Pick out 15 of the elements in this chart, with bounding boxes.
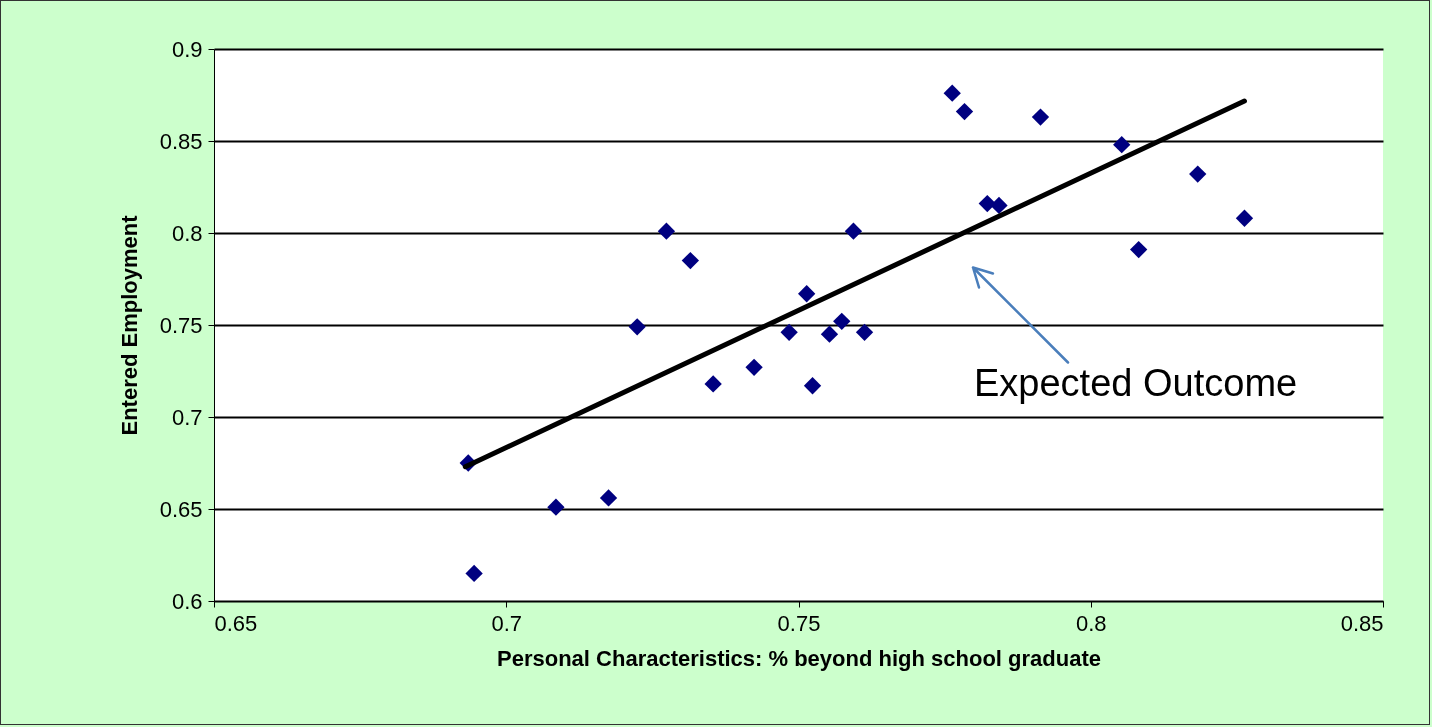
x-tick-label: 0.65 xyxy=(214,610,258,636)
y-tick-label: 0.6 xyxy=(171,588,203,614)
x-tick-label: 0.8 xyxy=(1075,610,1107,636)
annotation: Expected Outcome xyxy=(974,362,1298,404)
y-tick-label: 0.85 xyxy=(159,128,203,154)
x-tick-label: 0.75 xyxy=(777,610,821,636)
y-tick-label: 0.65 xyxy=(159,496,203,522)
y-tick-label: 0.9 xyxy=(171,36,203,62)
x-tick-label: 0.7 xyxy=(491,610,523,636)
y-tick-label: 0.7 xyxy=(171,404,203,430)
y-tick-label: 0.75 xyxy=(159,312,203,338)
y-tick-label: 0.8 xyxy=(171,220,203,246)
x-axis-title: Personal Characteristics: % beyond high school graduate xyxy=(497,645,1101,671)
y-axis-title: Entered Employment xyxy=(116,214,142,436)
x-tick-label: 0.85 xyxy=(1340,610,1384,636)
